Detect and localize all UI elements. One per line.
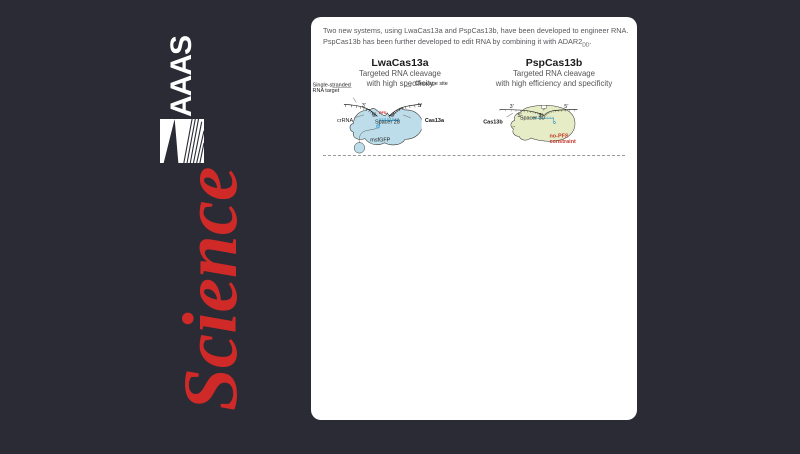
svg-text:Science: Science bbox=[167, 167, 253, 411]
svg-text:PFS: PFS bbox=[379, 110, 387, 115]
